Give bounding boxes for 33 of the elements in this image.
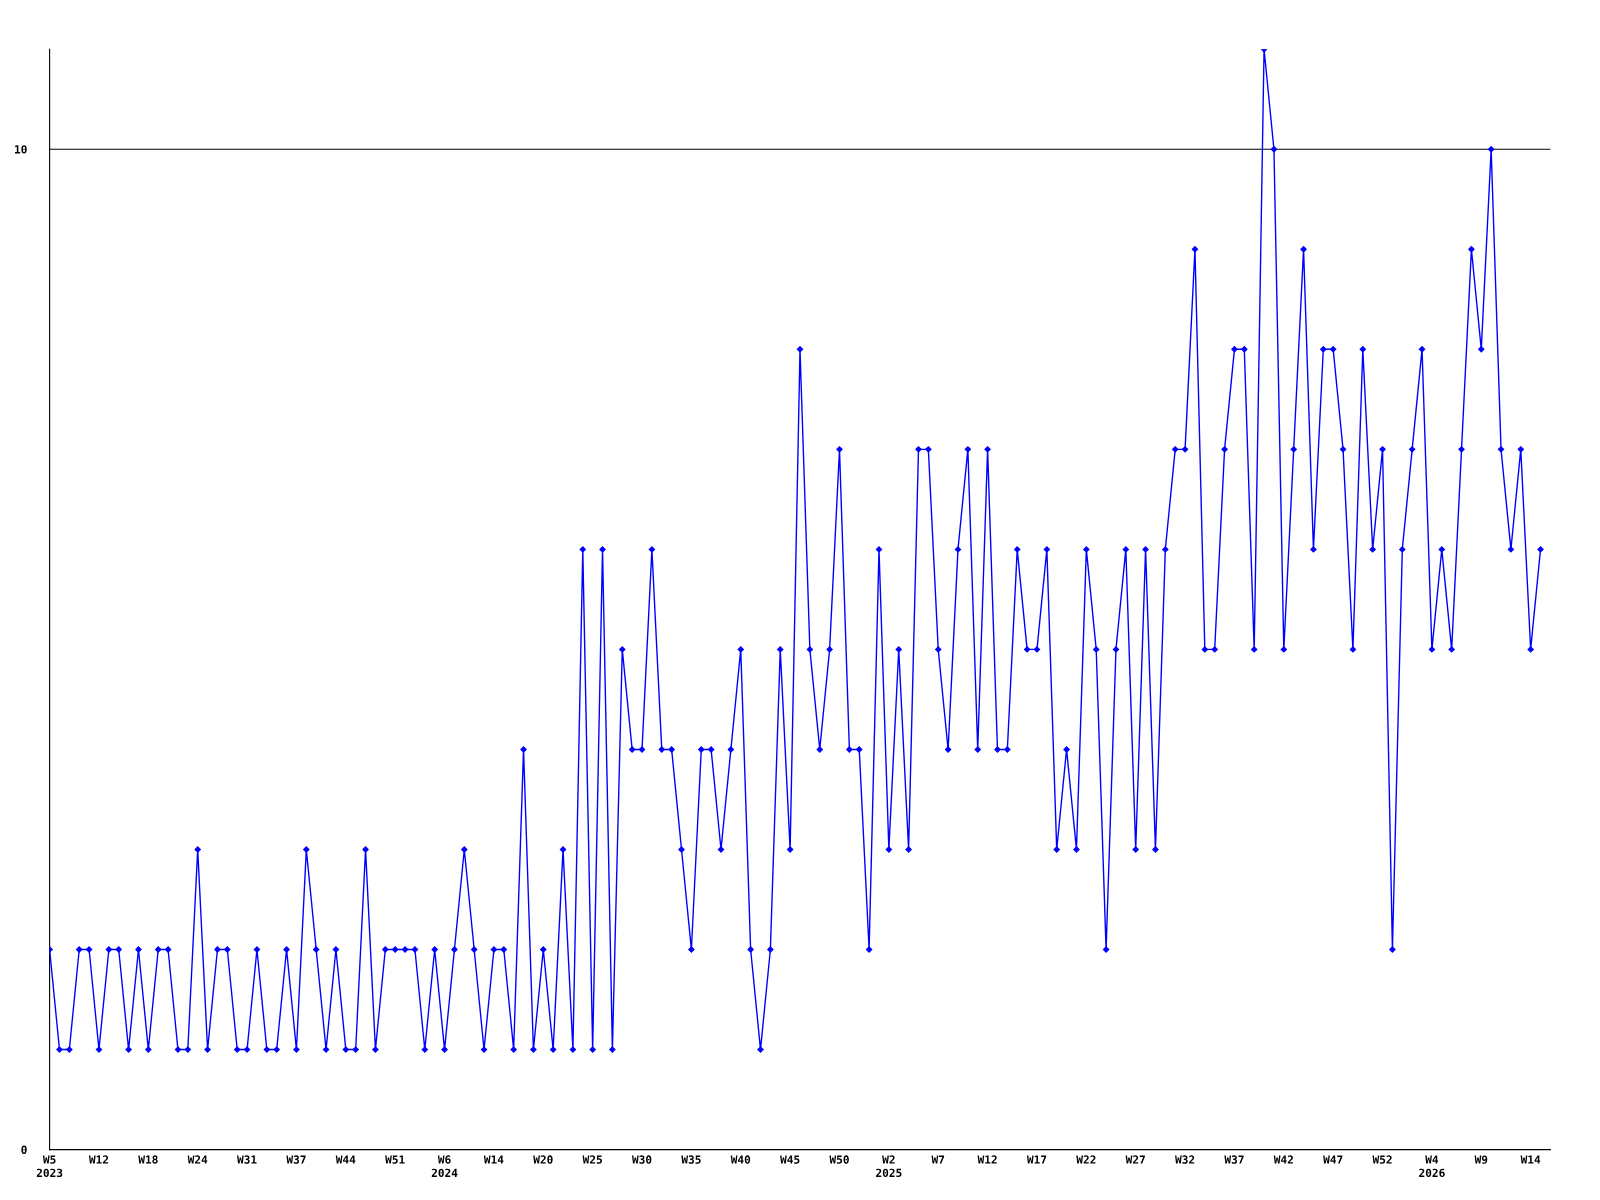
x-tick-label: W37	[1224, 1155, 1244, 1164]
x-tick-label: W14	[1520, 1155, 1541, 1164]
x-tick-label: W25	[582, 1155, 602, 1164]
y-tick-label: 0	[21, 1145, 27, 1154]
x-tick-label: W24	[187, 1155, 208, 1164]
x-tick-label: W51	[385, 1155, 405, 1164]
x-tick-label: W14	[483, 1155, 504, 1164]
x-tick-label: W31	[237, 1155, 257, 1164]
x-tick-label: W6 2024	[431, 1155, 458, 1178]
x-tick-label: W20	[533, 1155, 553, 1164]
x-tick-label: W27	[1125, 1155, 1145, 1164]
x-tick-label: W32	[1175, 1155, 1195, 1164]
x-tick-label: W12	[88, 1155, 109, 1164]
y-tick-label: 10	[15, 145, 27, 154]
x-tick-label: W35	[681, 1155, 701, 1164]
x-tick-label: W44	[335, 1155, 356, 1164]
x-tick-label: W22	[1076, 1155, 1096, 1164]
x-tick-label: W9	[1474, 1155, 1488, 1164]
x-tick-label: W2 2025	[876, 1155, 902, 1178]
x-tick-label: W18	[138, 1155, 158, 1164]
x-tick-label: W17	[1026, 1155, 1047, 1164]
x-tick-label: W5 2023	[36, 1155, 63, 1178]
x-tick-label: W45	[780, 1155, 800, 1164]
x-tick-label: W12	[977, 1155, 997, 1164]
x-tick-label: W47	[1323, 1155, 1343, 1164]
x-tick-label: W42	[1273, 1155, 1293, 1164]
x-tick-label: W52	[1372, 1155, 1392, 1164]
x-tick-label: W7	[931, 1155, 945, 1164]
x-tick-label: W37	[286, 1155, 306, 1164]
x-tick-label: W30	[631, 1155, 652, 1164]
x-tick-label: W4 2026	[1419, 1155, 1445, 1178]
x-tick-label: W40	[730, 1155, 751, 1164]
x-tick-label: W50	[829, 1155, 849, 1164]
